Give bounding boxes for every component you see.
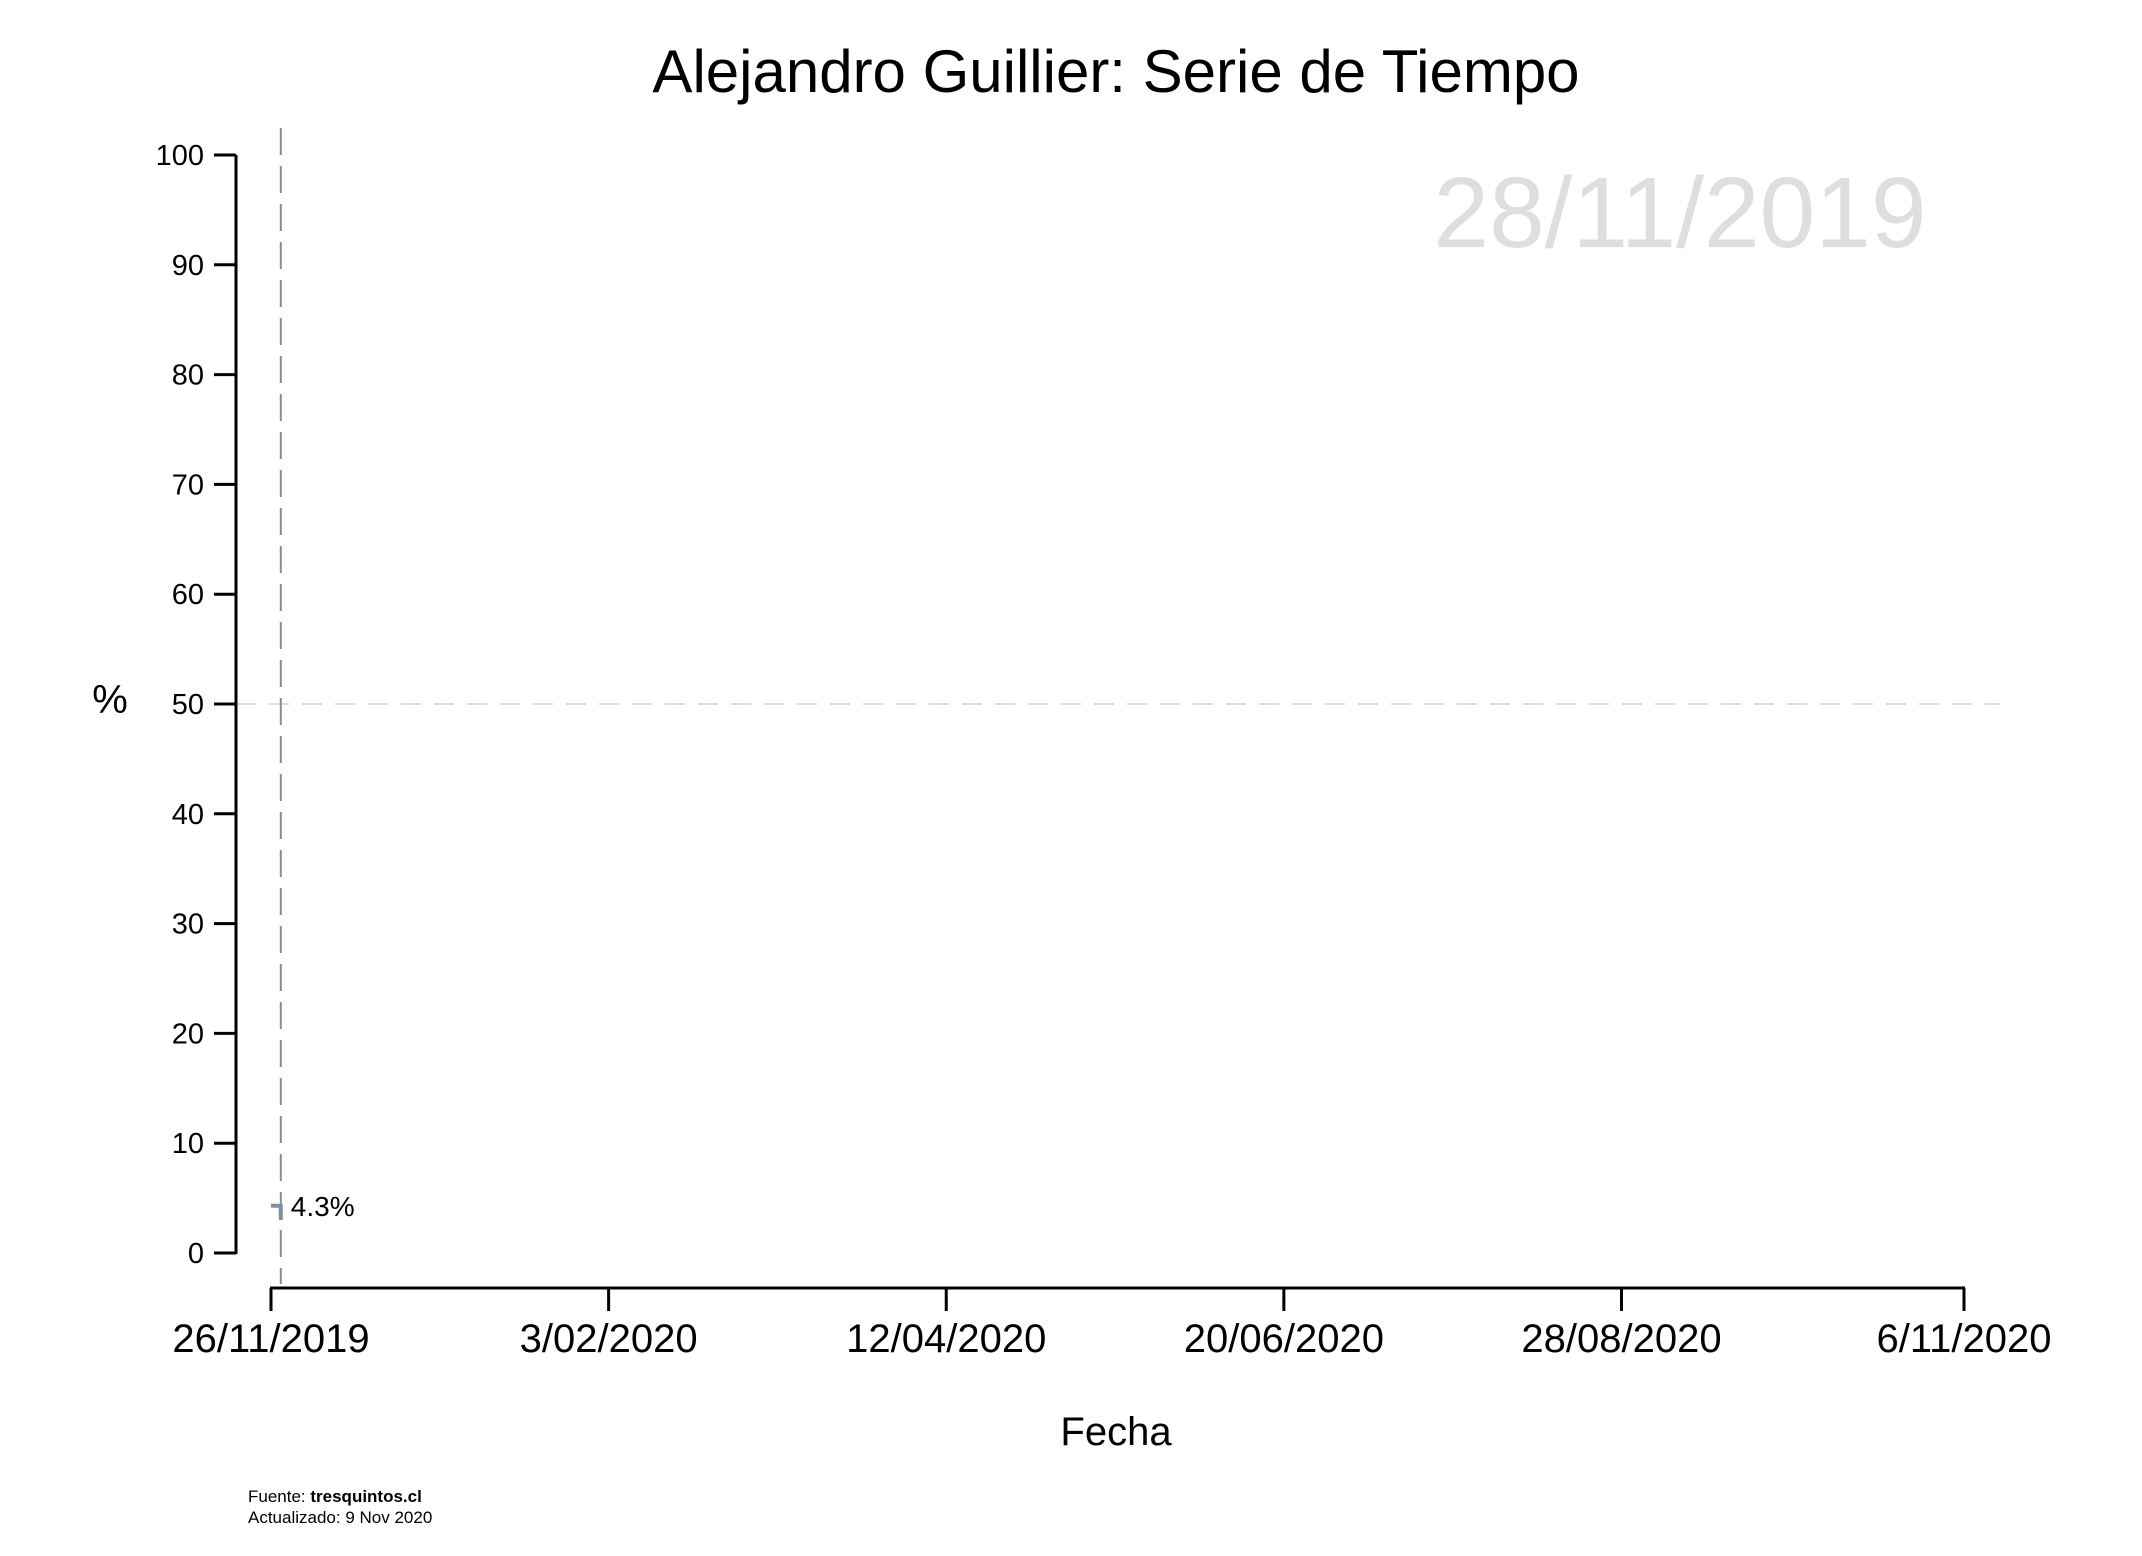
data-label: 4.3% <box>291 1191 355 1222</box>
x-tick-label: 12/04/2020 <box>846 1317 1046 1361</box>
reference-lines <box>236 128 2000 1284</box>
y-tick-label: 60 <box>172 579 204 611</box>
x-ticks: 26/11/2019 3/02/2020 12/04/2020 20/06/2020 2… <box>172 1288 2051 1361</box>
source-link[interactable]: tresquintos.cl <box>310 1487 422 1506</box>
y-tick-label: 30 <box>172 909 204 941</box>
x-tick-label: 20/06/2020 <box>1184 1317 1384 1361</box>
x-tick-label: 28/08/2020 <box>1521 1317 1721 1361</box>
y-axis-label: % <box>92 678 128 722</box>
series-layer <box>271 1203 283 1221</box>
y-tick-label: 90 <box>172 250 204 282</box>
x-tick-label: 26/11/2019 <box>172 1317 369 1361</box>
y-tick-label: 10 <box>172 1128 204 1160</box>
source-line: Fuente: tresquintos.cl <box>248 1486 432 1507</box>
y-tick-label: 50 <box>172 689 204 721</box>
axes <box>234 155 1965 1290</box>
x-tick-label: 3/02/2020 <box>520 1317 698 1361</box>
source-prefix: Fuente: <box>248 1487 311 1506</box>
y-tick-label: 20 <box>172 1018 204 1050</box>
y-tick-label: 40 <box>172 799 204 831</box>
data-labels: 4.3% <box>291 1191 355 1222</box>
series-line <box>271 1203 283 1221</box>
y-tick-label: 80 <box>172 360 204 392</box>
watermark-date: 28/11/2019 <box>1433 157 1926 269</box>
chart-title: Alejandro Guillier: Serie de Tiempo <box>652 38 1579 105</box>
x-tick-label: 6/11/2020 <box>1877 1317 2052 1361</box>
source-note: Fuente: tresquintos.cl Actualizado: 9 No… <box>248 1486 432 1528</box>
x-axis-label: Fecha <box>1060 1410 1172 1454</box>
updated-line: Actualizado: 9 Nov 2020 <box>248 1508 433 1527</box>
y-tick-label: 70 <box>172 469 204 501</box>
y-tick-label: 0 <box>188 1238 204 1270</box>
y-ticks: 0 10 20 30 40 50 60 70 80 90 100 <box>156 140 236 1270</box>
y-tick-label: 100 <box>156 140 204 172</box>
